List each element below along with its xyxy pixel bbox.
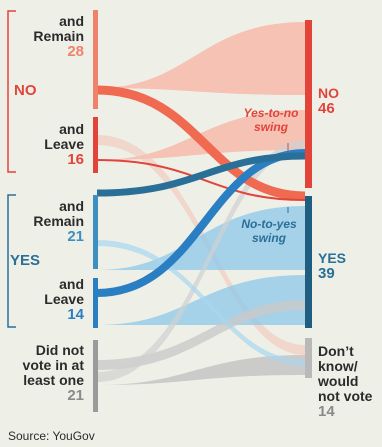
left-node-no-remain: and Remain 28 <box>4 13 84 60</box>
left-node-did-not-vote: Did not vote in at least one 21 <box>0 342 84 404</box>
left-node-yes-leave-line1: and <box>59 276 84 292</box>
node-right-no <box>305 20 312 188</box>
left-node-yes-remain-line1: and <box>59 198 84 214</box>
group-label-no: NO <box>14 82 37 99</box>
annotation-yes-to-no-line1: Yes-to-no <box>243 106 299 120</box>
flow-yes-remain-to-yes <box>97 200 305 270</box>
right-node-no-value: 46 <box>318 100 335 117</box>
node-did-not-vote <box>93 340 98 412</box>
left-node-yes-leave-line2: Leave <box>44 291 84 307</box>
left-node-yes-leave: and Leave 14 <box>4 276 84 323</box>
left-node-no-leave: and Leave 16 <box>4 121 84 168</box>
flow-yes-leave-to-yes <box>97 275 305 325</box>
left-node-did-not-vote-line2: vote in at <box>22 357 84 373</box>
left-node-did-not-vote-value: 21 <box>67 387 84 404</box>
node-right-yes <box>305 196 312 328</box>
right-node-yes-label: YES <box>318 250 347 266</box>
left-node-no-remain-value: 28 <box>67 43 84 60</box>
annotation-yes-to-no: Yes-to-no swing <box>234 106 308 134</box>
bracket-no <box>7 10 16 173</box>
node-yes-remain <box>93 195 98 269</box>
source-note: Source: YouGov <box>8 429 95 443</box>
right-node-yes-value: 39 <box>318 265 335 282</box>
annotation-no-to-yes: No-to-yes swing <box>232 217 306 245</box>
left-node-yes-remain-value: 21 <box>67 228 84 245</box>
right-node-dk-line1: Don’t <box>318 343 354 359</box>
right-node-dk-value: 14 <box>318 403 335 420</box>
bracket-yes <box>7 194 16 328</box>
flow-no-remain-to-no <box>97 12 305 95</box>
right-node-dk-line2: know/ <box>318 358 358 374</box>
annotation-yes-to-no-line2: swing <box>253 120 288 134</box>
group-label-yes: YES <box>10 252 41 269</box>
right-node-dk-line3: would <box>318 373 359 389</box>
left-node-yes-leave-value: 14 <box>67 306 84 323</box>
left-node-no-remain-line1: and <box>59 13 84 29</box>
right-node-no: NO 46 <box>318 85 339 117</box>
left-node-no-leave-line2: Leave <box>44 136 84 152</box>
right-node-dk: Don’t know/ would not vote 14 <box>318 343 373 420</box>
node-no-remain <box>93 10 98 109</box>
flow-did-not-vote-to-yes <box>97 300 305 370</box>
node-right-dk <box>305 338 312 378</box>
left-node-yes-remain: and Remain 21 <box>4 198 84 245</box>
node-yes-leave <box>93 278 98 328</box>
annotation-no-to-yes-line1: No-to-yes <box>241 217 297 231</box>
left-node-did-not-vote-line1: Did not <box>35 342 84 358</box>
left-node-did-not-vote-line3: least one <box>23 372 84 388</box>
flow-did-not-vote-to-dk <box>97 345 305 385</box>
right-node-dk-line4: not vote <box>318 388 373 404</box>
left-node-no-remain-line2: Remain <box>33 28 84 44</box>
left-node-yes-remain-line2: Remain <box>33 213 84 229</box>
left-node-no-leave-value: 16 <box>67 151 84 168</box>
annotation-no-to-yes-line2: swing <box>251 231 286 245</box>
node-no-leave <box>93 117 98 173</box>
right-node-yes: YES 39 <box>318 250 347 282</box>
flow-yes-to-no-swing <box>96 85 306 201</box>
left-node-no-leave-line1: and <box>59 121 84 137</box>
right-node-no-label: NO <box>318 85 339 101</box>
